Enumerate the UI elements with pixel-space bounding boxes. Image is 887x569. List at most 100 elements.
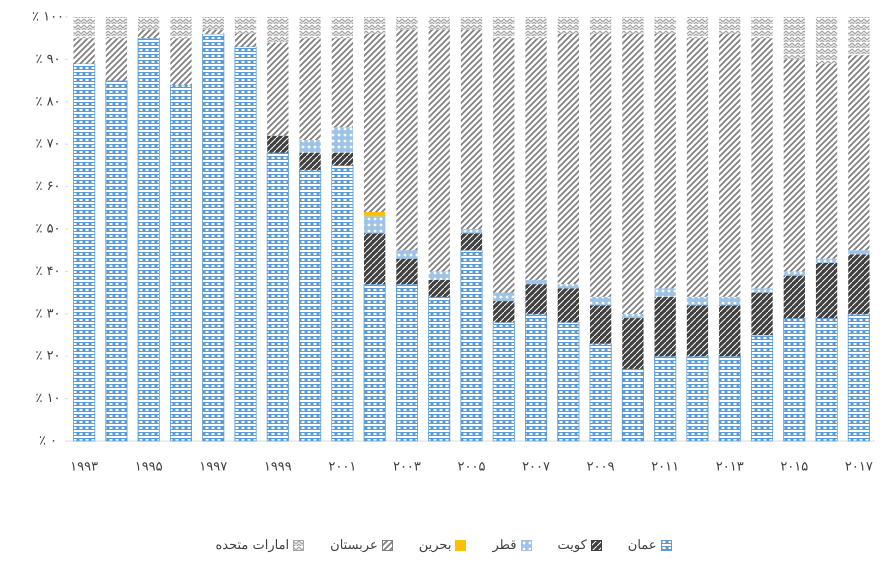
bar-segment [105, 17, 128, 39]
x-tick-label: ۱۹۹۵ [135, 460, 163, 475]
bar-segment [169, 84, 193, 442]
bar-segment [815, 317, 838, 442]
bar-segment [525, 313, 548, 442]
bar-segment [751, 292, 773, 335]
bar-segment [202, 29, 224, 34]
bar-segment [460, 233, 483, 251]
bar-segment [396, 17, 418, 30]
bar-segment [719, 33, 741, 297]
y-tick-label: ٪ ۵۰ [35, 222, 60, 237]
y-tick-label: ٪ ۲۰ [35, 349, 60, 364]
bar-segment [428, 296, 451, 442]
bar-segment [493, 17, 515, 39]
bar-segment [783, 317, 806, 442]
y-tick-label: ٪ ۸۰ [35, 94, 60, 109]
legend-label: امارات متحده [215, 538, 290, 553]
x-tick-label: ۲۰۱۳ [716, 460, 744, 475]
bar-segment [848, 250, 870, 255]
bar-segment [202, 33, 225, 442]
legend-label: عربستان [330, 538, 378, 553]
bar-segment [783, 271, 805, 276]
bar-segment [460, 249, 483, 442]
bar-segment [718, 355, 741, 442]
legend-swatch [455, 540, 467, 551]
bar-segment [363, 283, 386, 442]
bar-segment [138, 29, 160, 39]
bar-segment [331, 152, 354, 166]
bar-segment [267, 17, 289, 43]
bar-segment [622, 313, 644, 319]
bar-segment [364, 17, 386, 34]
x-tick-label: ۲۰۱۵ [780, 460, 808, 475]
bar-segment [589, 33, 612, 297]
bar-segment [396, 29, 418, 251]
bar-segment [331, 17, 354, 39]
x-tick-label: ۲۰۰۳ [393, 460, 421, 475]
legend: عمان کویت قطر بحرین عربستان امارات متحده [0, 538, 887, 553]
legend-label: قطر [492, 538, 517, 553]
bar-segment [525, 38, 547, 280]
bar-segment [654, 288, 676, 297]
bar-segment [589, 305, 612, 344]
bar-segment [105, 80, 128, 442]
bar-segment [202, 17, 224, 30]
legend-item: قطر [492, 538, 532, 553]
legend-item: عمان [628, 538, 672, 553]
bar-segment [751, 38, 773, 289]
bar-segment [331, 164, 354, 442]
chart: ٪ ۰ ٪ ۱۰ ٪ ۲۰ ٪ ۳۰ ٪ ۴۰ ٪ ۵۰ ٪ ۶۰ ٪ ۷۰ ٪ ۸۰ ٪ ۹۰ ٪… [32, 10, 875, 475]
legend-swatch [293, 540, 305, 551]
bar-segment [848, 17, 870, 56]
bar-segment [428, 29, 450, 272]
legend-item: کویت [558, 538, 602, 553]
legend-label: عمان [627, 538, 657, 553]
bar-segment [654, 296, 676, 357]
legend-swatch [520, 540, 532, 551]
bar-segment [299, 139, 321, 153]
bar-segment [622, 318, 644, 369]
bar-segment [848, 55, 870, 251]
bar-segment [589, 296, 612, 306]
bar-segment [138, 17, 160, 30]
bar-segment [331, 127, 354, 153]
y-tick-label: ٪ ۹۰ [35, 52, 60, 67]
y-tick-label: ٪ ۴۰ [35, 264, 60, 279]
bar-segment [364, 33, 386, 213]
bar-segment [460, 29, 483, 229]
bar-segment [73, 63, 96, 442]
bar-segment [299, 17, 321, 39]
legend-swatch [590, 540, 602, 551]
bar-segment [589, 17, 612, 34]
bar-segment [299, 169, 322, 442]
bar-segment [73, 17, 95, 39]
bar-segment [557, 17, 579, 34]
bar-segment [170, 38, 192, 85]
bar-segment [751, 288, 773, 293]
legend-label: کویت [557, 538, 587, 553]
bar-segment [428, 17, 450, 30]
legend-item: امارات متحده [215, 538, 305, 553]
bar-segment [364, 233, 386, 285]
x-tick-label: ۲۰۱۷ [845, 460, 873, 475]
bar-segment [525, 279, 547, 285]
bar-segment [686, 296, 709, 306]
bar-segment [428, 271, 450, 280]
bar-segment [654, 355, 677, 442]
bar-segment [234, 46, 257, 442]
bar-segment [686, 355, 709, 442]
y-tick-label: ٪ ۰ [39, 434, 57, 449]
bar-segment [622, 33, 644, 314]
x-tick-label: ۲۰۰۵ [458, 460, 486, 475]
bar-segment [557, 33, 579, 285]
bar-segment [299, 152, 321, 170]
bar-segment [815, 63, 838, 259]
legend-item: بحرین [419, 538, 467, 553]
bar-segment [364, 212, 386, 217]
bar-segment [621, 368, 644, 442]
bar-segment [847, 313, 870, 442]
y-tick-label: ٪ ۷۰ [35, 137, 60, 152]
bar-segment [364, 216, 386, 234]
bar-segment [396, 258, 418, 285]
bar-segment [396, 250, 418, 259]
y-tick-label: ٪ ۶۰ [35, 179, 60, 194]
